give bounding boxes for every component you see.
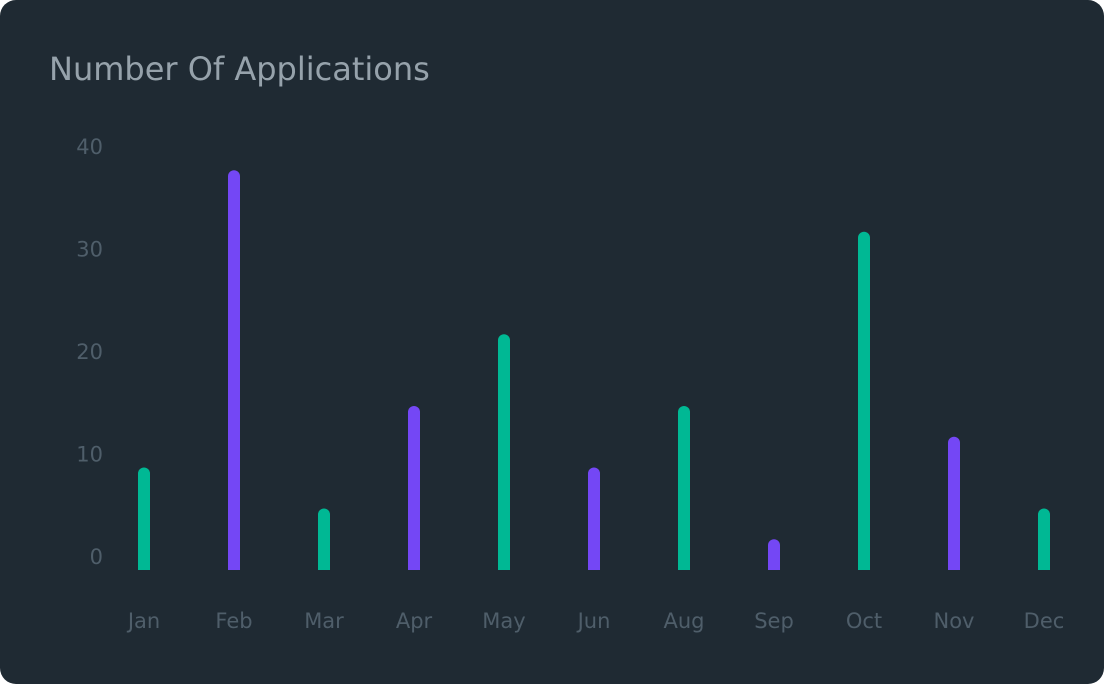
bar-dec[interactable] (1038, 508, 1050, 571)
bar-sep[interactable] (768, 539, 780, 570)
bar-mar[interactable] (318, 508, 330, 571)
bars-group (138, 170, 1050, 570)
bar-jun[interactable] (588, 467, 600, 570)
bar-may[interactable] (498, 334, 510, 570)
bar-aug[interactable] (678, 406, 690, 570)
x-tick-label: Jun (576, 609, 611, 633)
bar-oct[interactable] (858, 231, 870, 570)
x-tick-label: Oct (846, 609, 882, 633)
bar-apr[interactable] (408, 406, 420, 570)
x-tick-label: Apr (396, 609, 433, 633)
y-tick-label: 10 (76, 443, 103, 467)
x-tick-label: Jan (126, 609, 160, 633)
x-tick-label: Nov (934, 609, 975, 633)
x-tick-label: Sep (754, 609, 794, 633)
chart-title: Number Of Applications (49, 50, 430, 88)
y-tick-label: 40 (76, 135, 103, 159)
x-tick-label: Mar (304, 609, 344, 633)
bar-jan[interactable] (138, 467, 150, 570)
x-axis: Jan Feb Mar Apr May Jun Aug Sep Oct Nov Dec (126, 609, 1065, 633)
y-tick-label: 30 (76, 238, 103, 262)
y-axis: 0 10 20 30 40 (76, 135, 103, 569)
x-tick-label: Dec (1024, 609, 1065, 633)
x-tick-label: May (482, 609, 525, 633)
y-tick-label: 20 (76, 340, 103, 364)
bar-nov[interactable] (948, 436, 960, 570)
x-tick-label: Aug (663, 609, 704, 633)
bar-feb[interactable] (228, 170, 240, 570)
x-tick-label: Feb (215, 609, 252, 633)
y-tick-label: 0 (90, 545, 103, 569)
